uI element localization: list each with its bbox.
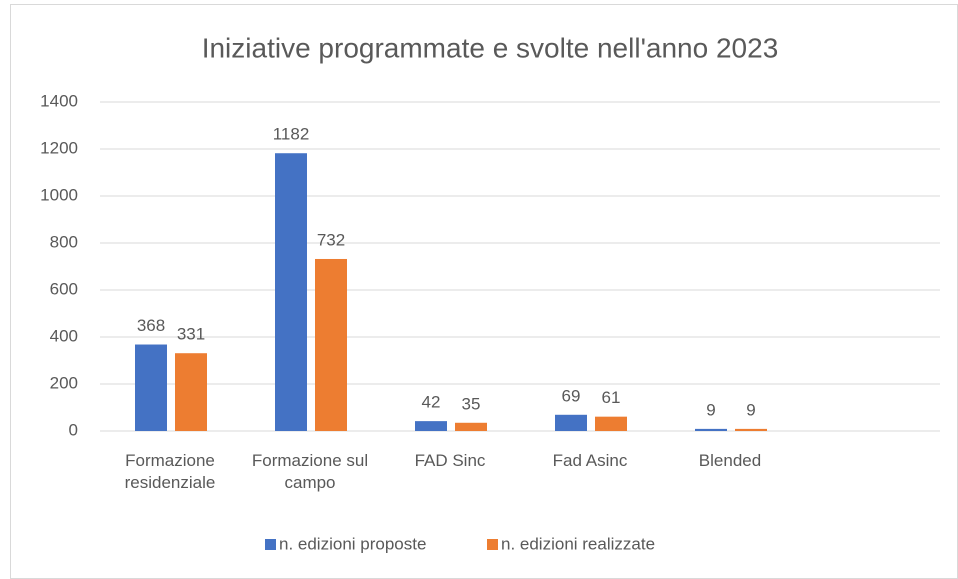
legend-label: n. edizioni realizzate xyxy=(501,534,655,553)
data-label: 9 xyxy=(706,400,715,419)
bar xyxy=(455,422,487,431)
data-label: 368 xyxy=(137,316,165,335)
data-label: 35 xyxy=(462,394,481,413)
y-tick-label: 400 xyxy=(50,326,78,345)
bar xyxy=(555,414,587,431)
x-tick-label: Formazione residenziale xyxy=(124,451,216,492)
y-tick-label: 1000 xyxy=(40,185,78,204)
bar xyxy=(735,428,767,431)
chart-frame xyxy=(10,4,958,579)
x-tick-label: Blended xyxy=(698,451,762,470)
y-tick-label: 0 xyxy=(69,420,78,439)
x-tick-label: Formazione sul campo xyxy=(251,451,369,492)
x-tick-label: Fad Asinc xyxy=(552,451,628,470)
x-tick-label: FAD Sinc xyxy=(414,451,486,470)
data-label: 61 xyxy=(602,388,621,407)
bar xyxy=(275,153,307,432)
data-label: 69 xyxy=(562,386,581,405)
y-tick-label: 1400 xyxy=(40,91,78,110)
data-label: 331 xyxy=(177,325,205,344)
data-label: 42 xyxy=(422,393,441,412)
bar xyxy=(595,416,627,431)
y-tick-label: 1200 xyxy=(40,138,78,157)
y-tick-label: 600 xyxy=(50,279,78,298)
bar xyxy=(315,258,347,431)
bar xyxy=(175,353,207,431)
y-tick-label: 800 xyxy=(50,232,78,251)
legend-label: n. edizioni proposte xyxy=(279,534,426,553)
legend-swatch xyxy=(487,539,498,550)
chart-title: Iniziative programmate e svolte nell'ann… xyxy=(202,32,779,63)
bar xyxy=(135,344,167,431)
bar xyxy=(415,421,447,431)
data-label: 732 xyxy=(317,230,345,249)
y-tick-label: 200 xyxy=(50,373,78,392)
data-label: 1182 xyxy=(273,125,310,144)
legend-swatch xyxy=(265,539,276,550)
data-label: 9 xyxy=(746,400,755,419)
bar xyxy=(695,428,727,431)
